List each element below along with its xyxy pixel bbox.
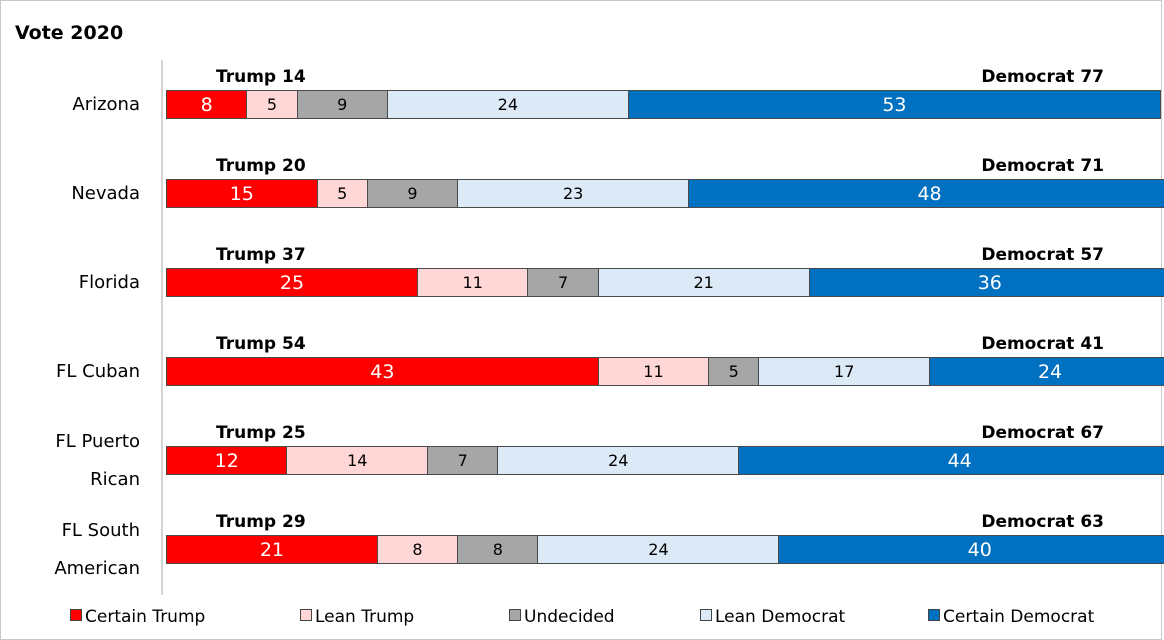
legend-swatch <box>300 609 312 621</box>
bar-segment: 21 <box>597 268 810 297</box>
democrat-total-label: Democrat 71 <box>981 156 1104 176</box>
bar-segment: 23 <box>457 179 690 208</box>
legend-label: Lean Trump <box>315 607 415 627</box>
bar-segment: 25 <box>166 268 418 297</box>
bar-segment: 17 <box>758 357 931 386</box>
trump-total-label: Trump 54 <box>216 334 306 354</box>
bar-segment: 5 <box>316 179 368 208</box>
legend-swatch <box>70 609 82 621</box>
bar-segment: 5 <box>246 90 298 119</box>
bar-segment: 14 <box>286 446 429 475</box>
democrat-total-label: Democrat 77 <box>981 67 1104 87</box>
trump-total-label: Trump 37 <box>216 245 306 265</box>
bar-segment: 36 <box>808 268 1164 297</box>
category-label: American <box>54 557 140 579</box>
bar-segment: 24 <box>386 90 629 119</box>
bar-segment: 11 <box>597 357 710 386</box>
bar-segment: 44 <box>738 446 1164 475</box>
trump-total-label: Trump 25 <box>216 423 306 443</box>
bar-segment: 12 <box>166 446 288 475</box>
category-label: FL Cuban <box>56 360 140 382</box>
bar-segment: 43 <box>166 357 599 386</box>
legend-item: Undecided <box>509 606 615 628</box>
bar-segment: 24 <box>497 446 740 475</box>
democrat-total-label: Democrat 57 <box>981 245 1104 265</box>
category-label: Rican <box>90 468 140 490</box>
chart-title: Vote 2020 <box>15 22 124 44</box>
bar-segment: 5 <box>708 357 760 386</box>
legend-label: Undecided <box>524 607 615 627</box>
category-label: Arizona <box>72 93 140 115</box>
category-axis-line <box>161 60 163 595</box>
democrat-total-label: Democrat 41 <box>981 334 1104 354</box>
bar-segment: 8 <box>457 535 539 564</box>
bar-segment: 24 <box>537 535 780 564</box>
bar-segment: 40 <box>778 535 1164 564</box>
bar-segment: 53 <box>627 90 1161 119</box>
bar-segment: 11 <box>417 268 529 297</box>
bar-segment: 48 <box>688 179 1164 208</box>
category-label: Florida <box>78 271 140 293</box>
legend-label: Certain Trump <box>85 607 206 627</box>
bar-segment: 9 <box>366 179 459 208</box>
legend-label: Certain Democrat <box>943 607 1095 627</box>
bar-segment: 9 <box>296 90 388 119</box>
category-label: Nevada <box>71 182 140 204</box>
legend-swatch <box>509 609 521 621</box>
legend-swatch <box>700 609 712 621</box>
legend-item: Certain Democrat <box>928 606 1094 628</box>
democrat-total-label: Democrat 67 <box>981 423 1104 443</box>
trump-total-label: Trump 29 <box>216 512 306 532</box>
trump-total-label: Trump 20 <box>216 156 306 176</box>
bar-segment: 8 <box>166 90 248 119</box>
legend-label: Lean Democrat <box>715 607 846 627</box>
bar-segment: 21 <box>166 535 378 564</box>
category-label: FL Puerto <box>55 430 140 452</box>
bar-segment: 15 <box>166 179 318 208</box>
democrat-total-label: Democrat 63 <box>981 512 1104 532</box>
category-label: FL South <box>61 519 140 541</box>
legend-item: Lean Trump <box>300 606 414 628</box>
bar-segment: 8 <box>376 535 459 564</box>
bar-segment: 7 <box>427 446 499 475</box>
trump-total-label: Trump 14 <box>216 67 306 87</box>
legend-swatch <box>928 609 940 621</box>
legend-item: Certain Trump <box>70 606 205 628</box>
bar-segment: 24 <box>929 357 1164 386</box>
bar-segment: 7 <box>527 268 599 297</box>
legend-item: Lean Democrat <box>700 606 845 628</box>
